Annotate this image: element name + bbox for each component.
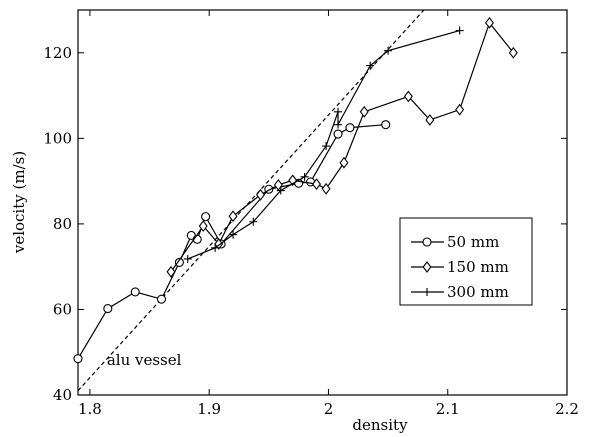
data-point xyxy=(312,178,322,191)
legend-entry: 300 mm xyxy=(411,283,509,301)
legend-label: 50 mm xyxy=(447,233,499,251)
data-point xyxy=(334,120,343,129)
x-tick-label: 2.1 xyxy=(436,400,460,418)
legend-marker xyxy=(422,237,432,247)
data-point xyxy=(455,26,464,35)
data-point xyxy=(321,182,331,195)
data-point xyxy=(333,129,343,139)
annotation-alu-vessel: alu vessel xyxy=(107,351,182,369)
data-point xyxy=(198,220,208,232)
data-point xyxy=(276,186,285,195)
data-point xyxy=(166,265,176,278)
reference-line xyxy=(77,9,425,392)
data-point xyxy=(249,217,258,226)
data-point xyxy=(455,103,465,116)
y-tick-label: 80 xyxy=(53,215,72,233)
x-tick-label: 2.2 xyxy=(555,400,579,418)
data-point xyxy=(130,287,140,297)
x-tick-label: 2 xyxy=(324,400,334,418)
data-point xyxy=(103,304,113,314)
data-point xyxy=(425,114,435,126)
series-line xyxy=(77,124,386,359)
data-point xyxy=(174,257,184,267)
series-line xyxy=(170,21,514,273)
data-point xyxy=(156,294,167,304)
data-point xyxy=(384,46,393,55)
data-point xyxy=(359,105,369,118)
series-line xyxy=(187,29,460,260)
plot-frame xyxy=(77,9,568,396)
data-point xyxy=(211,243,220,252)
legend-entry: 150 mm xyxy=(411,258,509,276)
y-tick-label: 120 xyxy=(43,44,72,62)
series-group xyxy=(73,16,518,364)
data-point xyxy=(255,188,265,201)
y-tick-label: 40 xyxy=(53,386,72,404)
x-tick-label: 1.9 xyxy=(197,400,221,418)
data-point xyxy=(183,254,192,263)
axis-ticks: 1.8 1.9 2 2.1 2.2 40 60 80 100 120 xyxy=(43,10,579,418)
data-point xyxy=(201,212,211,222)
data-point xyxy=(288,174,298,187)
data-point xyxy=(229,230,238,239)
data-point xyxy=(381,120,391,130)
data-point xyxy=(300,172,309,181)
data-point xyxy=(273,179,283,191)
legend-entry: 50 mm xyxy=(411,233,499,251)
data-point xyxy=(228,210,238,223)
data-point xyxy=(73,354,83,364)
y-axis-title: velocity (m/s) xyxy=(10,151,28,254)
data-point xyxy=(508,46,518,59)
data-point xyxy=(484,16,494,29)
data-point xyxy=(322,142,331,151)
y-tick-label: 60 xyxy=(53,300,72,318)
data-point xyxy=(366,61,375,70)
data-point xyxy=(345,123,355,133)
series-150-mm xyxy=(166,16,518,278)
legend-marker xyxy=(422,261,432,273)
legend-marker xyxy=(423,288,431,296)
reference-dashed-line xyxy=(77,9,425,392)
legend-label: 300 mm xyxy=(447,283,509,301)
x-axis-title: density xyxy=(352,416,408,434)
data-point xyxy=(334,107,343,116)
legend: 50 mm 150 mm 300 mm xyxy=(399,217,533,306)
y-tick-label: 100 xyxy=(43,129,72,147)
data-point xyxy=(403,90,413,103)
series-300-mm xyxy=(183,26,464,263)
legend-label: 150 mm xyxy=(447,258,509,276)
series-50-mm xyxy=(73,120,391,364)
x-tick-label: 1.8 xyxy=(78,400,102,418)
legend-box xyxy=(399,217,533,306)
data-point xyxy=(339,156,349,169)
